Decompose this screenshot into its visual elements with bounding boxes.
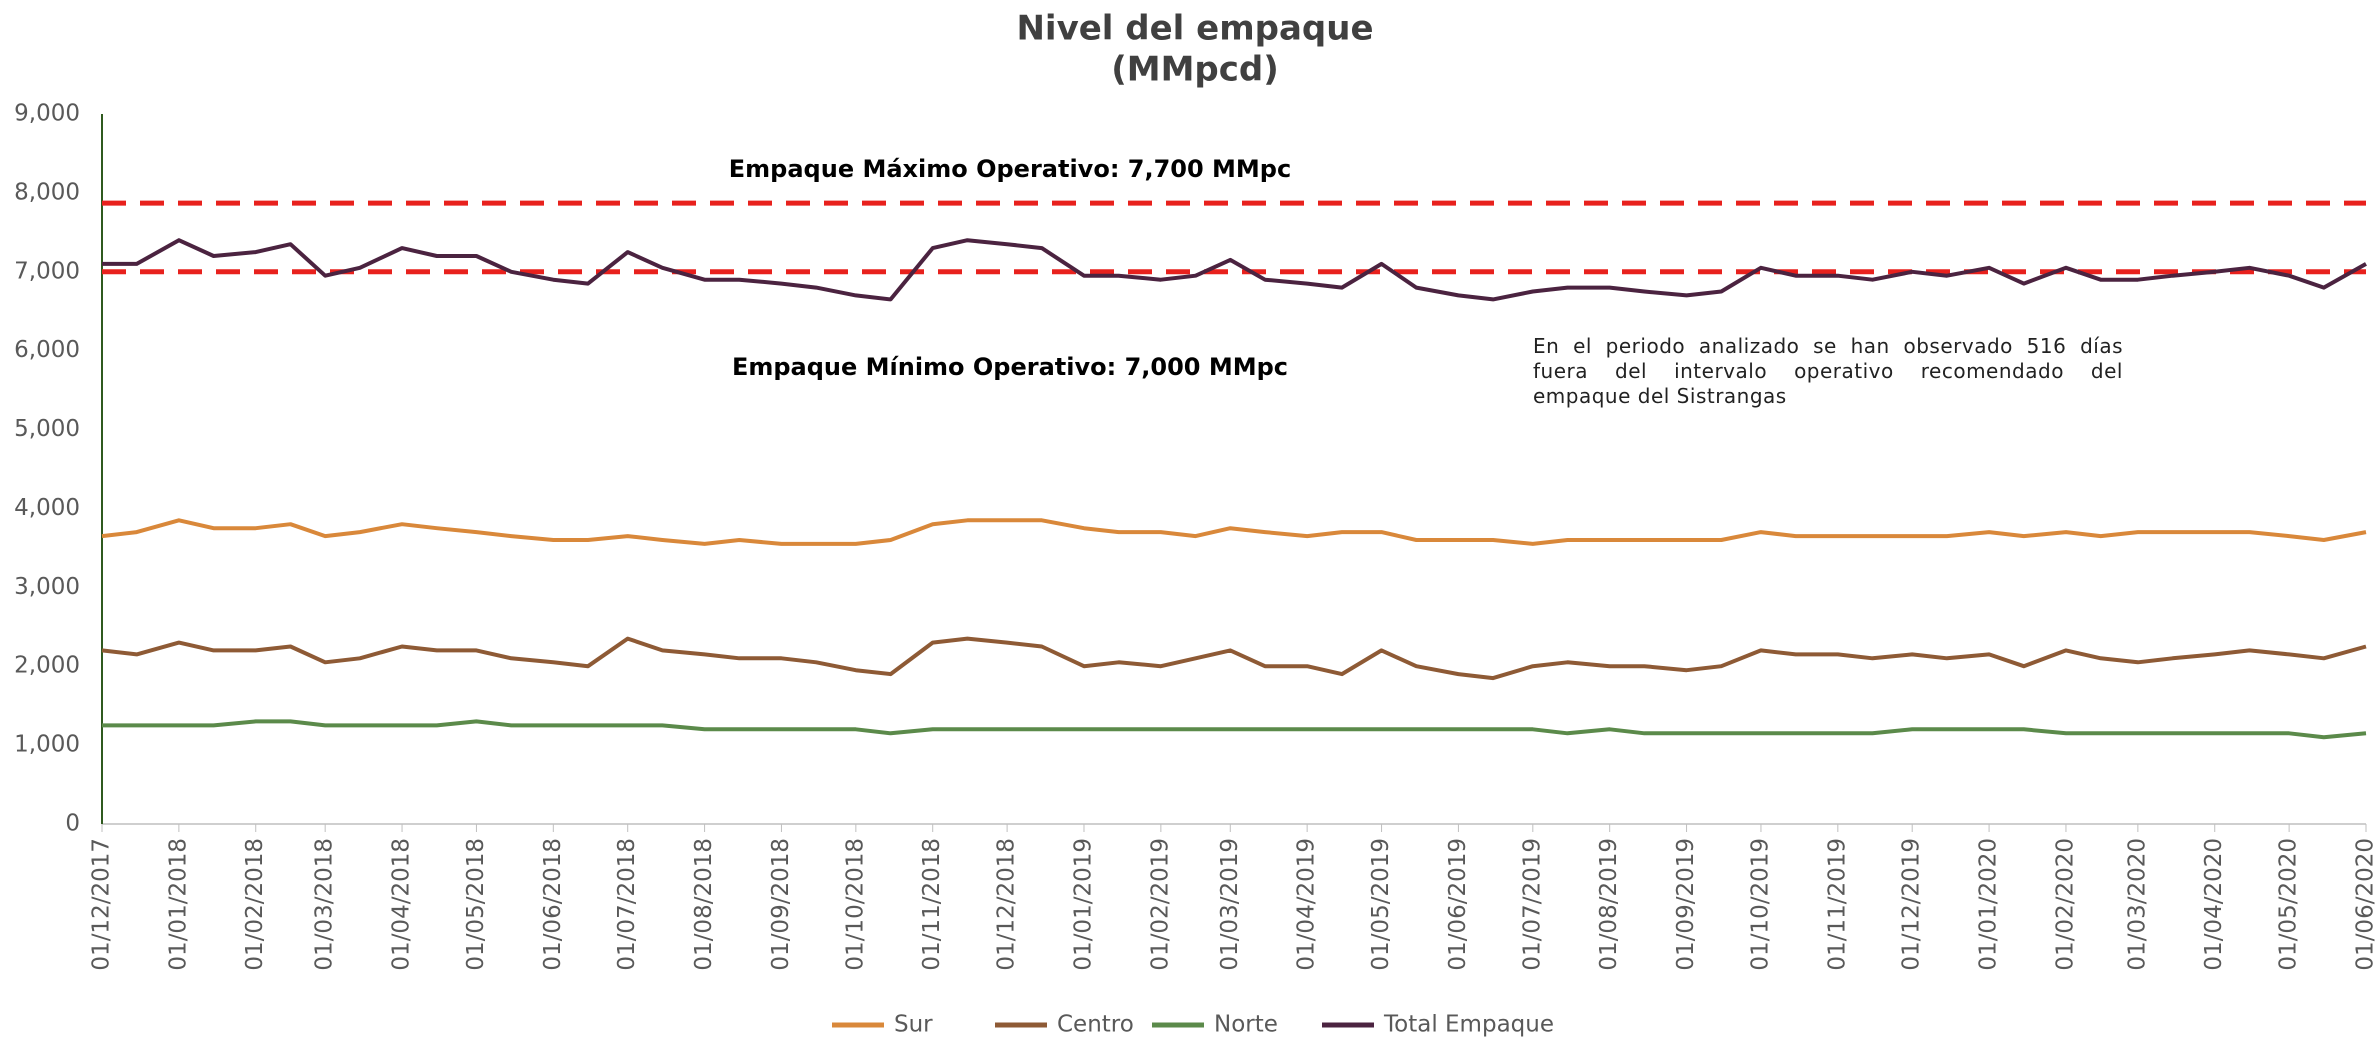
x-tick-label: 01/04/2018	[389, 838, 415, 971]
x-tick-label: 01/01/2020	[1976, 838, 2002, 971]
legend-label: Sur	[894, 1012, 933, 1038]
x-tick-label: 01/01/2018	[165, 838, 191, 971]
reference-label: Empaque Mínimo Operativo: 7,000 MMpc	[732, 353, 1288, 381]
y-tick-label: 0	[65, 811, 80, 837]
series-line	[101, 518, 2367, 546]
legend-label: Centro	[1057, 1012, 1134, 1038]
x-tick-label: 01/05/2018	[463, 838, 489, 971]
y-tick-label: 1,000	[14, 732, 80, 758]
x-tick-label: 01/11/2018	[919, 838, 945, 971]
x-tick-label: 01/03/2019	[1217, 838, 1243, 971]
x-tick-label: 01/06/2020	[2353, 838, 2376, 971]
x-tick-label: 01/10/2018	[842, 838, 868, 971]
y-tick-label: 5,000	[14, 416, 80, 442]
x-tick-label: 01/07/2018	[614, 838, 640, 971]
x-tick-label: 01/03/2018	[312, 838, 338, 971]
series-line	[102, 238, 2367, 302]
legend-label: Norte	[1214, 1012, 1278, 1038]
y-tick-label: 7,000	[14, 258, 80, 284]
y-tick-label: 4,000	[14, 495, 80, 521]
y-tick-label: 9,000	[14, 101, 80, 127]
x-tick-label: 01/09/2018	[768, 838, 794, 971]
x-tick-label: 01/08/2018	[691, 838, 717, 971]
x-tick-label: 01/09/2019	[1673, 838, 1699, 971]
x-tick-label: 01/11/2019	[1824, 838, 1850, 971]
y-tick-label: 8,000	[14, 179, 80, 205]
chart-subtitle: (MMpcd)	[1111, 50, 1279, 90]
legend-label: Total Empaque	[1383, 1012, 1554, 1038]
x-tick-label: 01/05/2019	[1368, 838, 1394, 971]
x-tick-label: 01/03/2020	[2124, 838, 2150, 971]
reference-label: Empaque Máximo Operativo: 7,700 MMpc	[729, 155, 1291, 183]
x-tick-label: 01/02/2020	[2052, 838, 2078, 971]
x-tick-label: 01/01/2019	[1070, 838, 1096, 971]
x-tick-label: 01/02/2019	[1147, 838, 1173, 971]
x-tick-label: 01/07/2019	[1519, 838, 1545, 971]
series-line	[101, 636, 2367, 681]
x-tick-label: 01/08/2019	[1596, 838, 1622, 971]
x-tick-label: 01/10/2019	[1747, 838, 1773, 971]
y-tick-label: 6,000	[14, 337, 80, 363]
x-tick-label: 01/12/2017	[89, 838, 115, 971]
y-tick-label: 3,000	[14, 574, 80, 600]
x-tick-label: 01/06/2019	[1445, 838, 1471, 971]
x-tick-label: 01/04/2019	[1294, 838, 1320, 971]
series-line	[102, 719, 2367, 740]
annotation: En el periodo analizado se han observado…	[1533, 334, 2123, 408]
x-tick-label: 01/02/2018	[242, 838, 268, 971]
x-tick-label: 01/05/2020	[2276, 838, 2302, 971]
x-tick-label: 01/06/2018	[540, 838, 566, 971]
x-tick-label: 01/04/2020	[2201, 838, 2227, 971]
x-tick-label: 01/12/2018	[994, 838, 1020, 971]
y-tick-label: 2,000	[14, 653, 80, 679]
chart-title: Nivel del empaque	[1016, 9, 1373, 49]
x-tick-label: 01/12/2019	[1899, 838, 1925, 971]
